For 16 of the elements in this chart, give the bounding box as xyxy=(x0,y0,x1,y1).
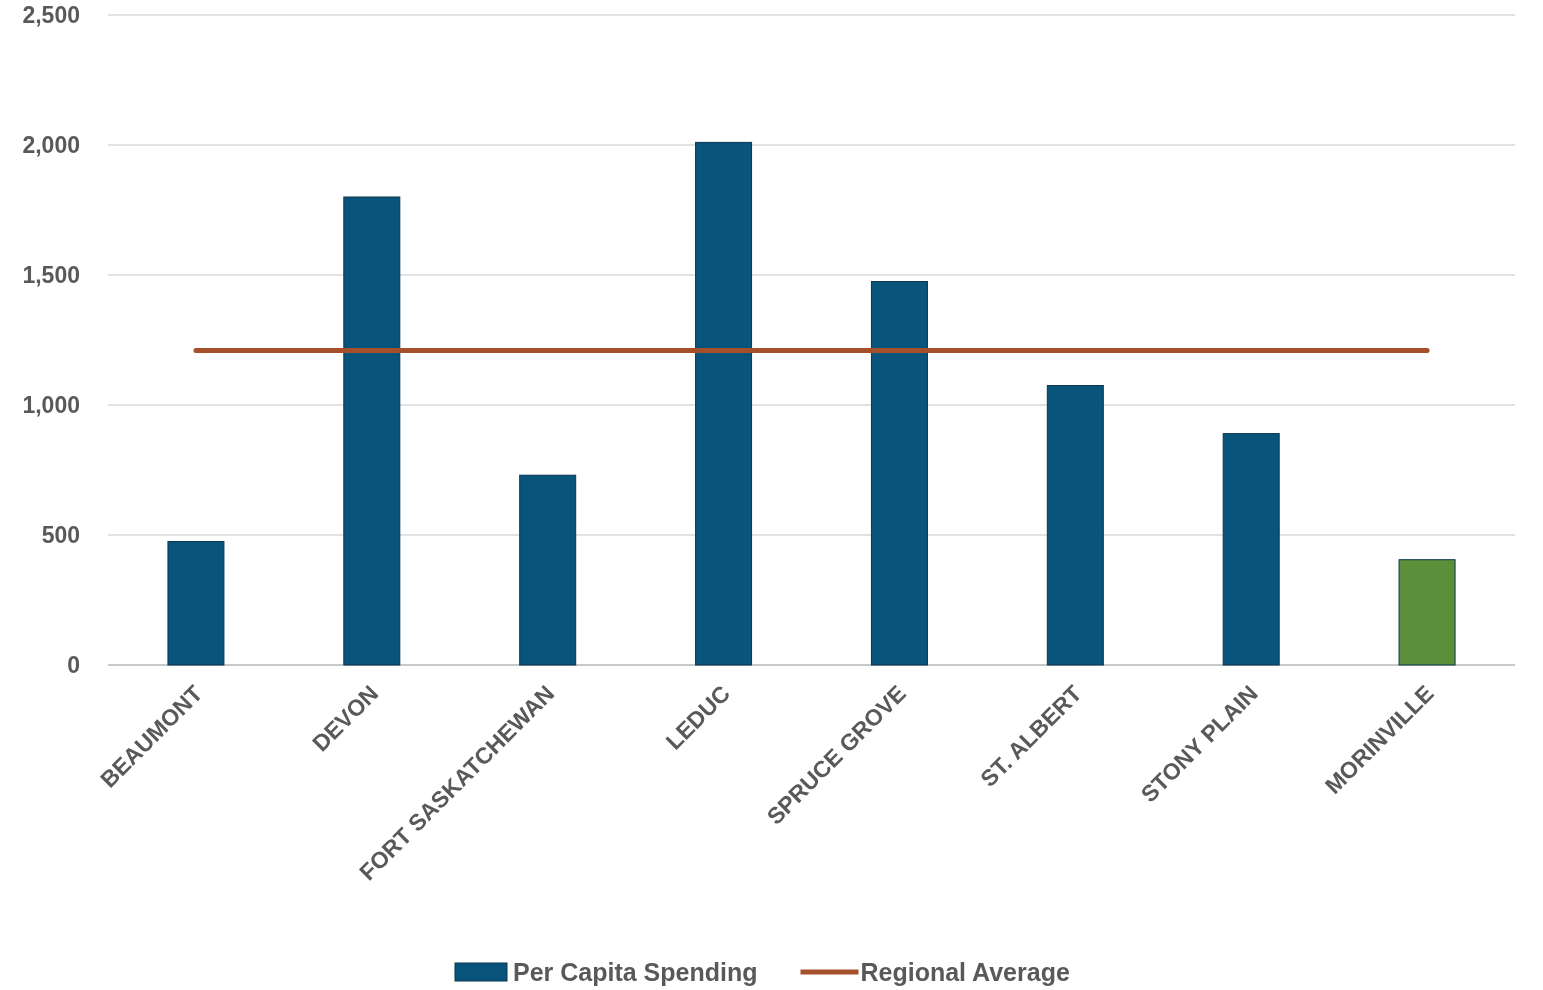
legend-label: Regional Average xyxy=(860,957,1070,986)
bar xyxy=(1398,559,1456,666)
y-tick-label: 500 xyxy=(41,522,80,549)
bar xyxy=(343,196,401,666)
bar xyxy=(1046,385,1104,666)
bar xyxy=(870,281,928,666)
y-tick-label: 2,500 xyxy=(22,2,80,29)
y-tick-label: 0 xyxy=(67,652,80,679)
bar xyxy=(167,541,225,666)
y-tick-label: 2,000 xyxy=(22,132,80,159)
bar xyxy=(519,474,577,666)
legend-label: Per Capita Spending xyxy=(513,957,758,986)
y-tick-label: 1,000 xyxy=(22,392,80,419)
bar xyxy=(1222,433,1280,666)
bar xyxy=(695,141,753,666)
y-tick-label: 1,500 xyxy=(22,262,80,289)
